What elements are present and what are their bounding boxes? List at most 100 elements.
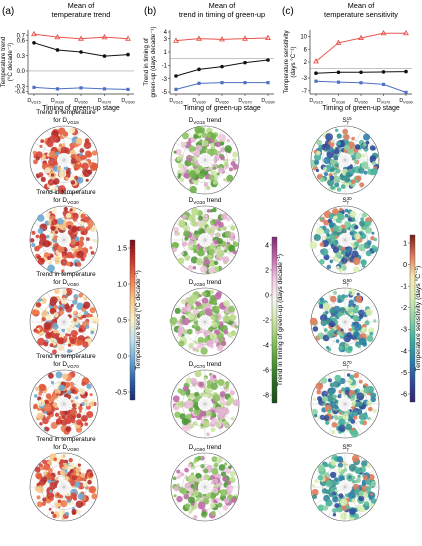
map-cell [172, 247, 178, 253]
map-cell [333, 171, 338, 176]
map-cell [76, 262, 82, 267]
map-cell [58, 306, 63, 311]
greenup-trend-map [169, 287, 240, 357]
data-point [54, 33, 61, 40]
map-cell [65, 212, 72, 219]
map-cell [197, 455, 202, 461]
map-cell [76, 509, 82, 515]
map-cell [50, 380, 55, 385]
map-cell [363, 170, 368, 175]
colorbar-tick-label: 2 [265, 267, 269, 274]
map-cell [193, 134, 199, 140]
map-cell [214, 379, 219, 384]
map-cell [221, 407, 230, 416]
map-cell [317, 504, 325, 512]
x-tick-label: DVG50 [354, 98, 367, 105]
map-cell [85, 324, 90, 329]
map-cell [60, 297, 68, 305]
map-cell [78, 409, 82, 413]
map-cell [169, 317, 178, 325]
map-cell [359, 413, 367, 421]
map-cell [37, 214, 45, 222]
map-cell [365, 250, 372, 257]
map-cell [311, 408, 318, 416]
map-cell [63, 166, 68, 170]
map-cell [340, 328, 344, 332]
map-cell [231, 416, 235, 421]
map-cell [196, 258, 204, 266]
map-cell [347, 418, 352, 422]
chart-title: temperature sensitivity [324, 10, 398, 19]
map-cell [325, 420, 330, 425]
map-cell [218, 481, 223, 487]
map-cell [358, 490, 365, 497]
map-cell [42, 497, 47, 502]
map-cell [358, 495, 365, 502]
y-tick-label: -3 [302, 76, 308, 82]
map-cell [91, 150, 98, 156]
map-cell [50, 173, 55, 177]
colorbar-tick-label: -4 [263, 342, 269, 349]
y-axis-label: (°C decade⁻¹) [7, 43, 14, 81]
map-cell [212, 394, 221, 402]
map-cell [334, 333, 337, 337]
map-cell [347, 227, 351, 231]
map-cell [226, 139, 230, 143]
data-point [126, 87, 130, 91]
map-cell [64, 511, 70, 516]
map-cell [341, 387, 345, 392]
map-cell [70, 388, 76, 394]
map-cell [45, 234, 50, 239]
map-cell [319, 177, 325, 183]
map-cell [43, 252, 50, 258]
data-point [126, 52, 130, 57]
map-cell [54, 288, 60, 295]
map-cell [344, 390, 350, 395]
map-cell [71, 226, 78, 233]
map-cell [49, 489, 53, 493]
map-cell [370, 492, 374, 496]
map-cell [220, 155, 225, 161]
map-cell [332, 513, 337, 517]
map-cell [49, 496, 54, 501]
map-cell [337, 298, 342, 303]
map-cell [211, 467, 219, 475]
map-cell [323, 415, 330, 421]
map-cell [330, 328, 335, 333]
data-point [79, 50, 83, 54]
map-cell [223, 497, 230, 504]
map-cell [319, 259, 325, 265]
map-cell [208, 230, 212, 234]
map-label: S50 T [342, 278, 352, 288]
y-tick-label: 10 [300, 35, 307, 41]
map-cell [54, 412, 60, 417]
map-cell [217, 249, 225, 257]
map-cell [228, 244, 236, 252]
colorbar-tick-label: -6 [401, 391, 407, 398]
map-cell [353, 330, 360, 337]
map-cell [320, 319, 327, 327]
map-cell [33, 159, 38, 165]
map-cell [36, 473, 43, 480]
map-cell [213, 159, 218, 164]
map-cell [202, 511, 207, 516]
map-cell [46, 415, 51, 420]
map-cell [204, 167, 208, 171]
map-cell [80, 213, 86, 219]
map-cell [77, 463, 81, 467]
map-cell [213, 478, 219, 484]
map-cell [356, 292, 360, 296]
map-cell [65, 333, 69, 337]
chart-title: Mean of [209, 1, 237, 10]
map-cell [66, 495, 72, 501]
map-cell [365, 308, 373, 316]
map-cell [70, 399, 74, 403]
map-cell [215, 305, 221, 311]
map-cell [217, 227, 221, 231]
colorbar-tick-label: -4 [401, 348, 407, 355]
map-cell [351, 498, 356, 503]
map-cell [345, 248, 351, 254]
map-cell [355, 175, 362, 182]
map-cell [36, 495, 41, 500]
map-cell [341, 257, 348, 264]
